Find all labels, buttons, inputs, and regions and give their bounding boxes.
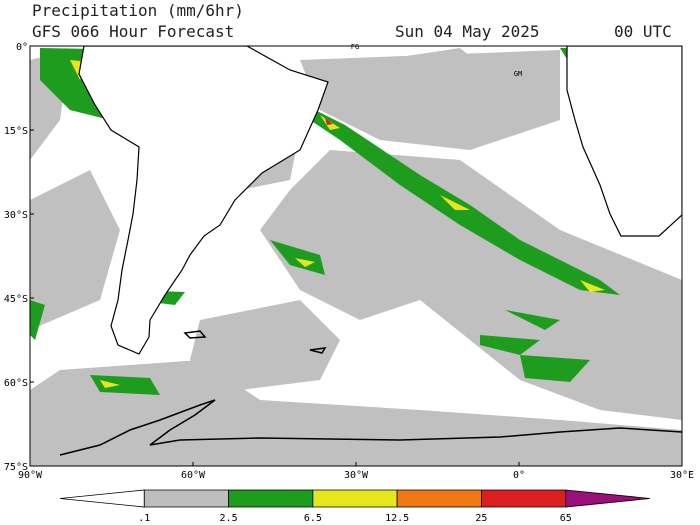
lat-label: 0° xyxy=(16,42,28,53)
legend-swatch xyxy=(481,489,567,508)
falklands xyxy=(183,330,327,354)
date: Sun 04 May 2025 xyxy=(395,22,540,41)
time: 00 UTC xyxy=(614,22,672,41)
legend-swatch xyxy=(143,489,229,508)
lat-label: 15°S xyxy=(4,126,28,137)
legend-swatch xyxy=(396,489,482,508)
legend: .1 2.5 6.5 12.5 25 65 xyxy=(59,489,651,524)
place-label: GM xyxy=(514,70,522,78)
precip-area xyxy=(30,48,682,466)
lon-label: 30°E xyxy=(670,470,694,481)
subtitle: GFS 066 Hour Forecast xyxy=(32,22,234,41)
legend-label: .1 xyxy=(138,513,150,524)
place-label: FG xyxy=(351,43,359,51)
south-america xyxy=(78,46,329,355)
legend-label: 2.5 xyxy=(220,513,238,524)
lon-label: 0° xyxy=(513,470,525,481)
legend-label: 6.5 xyxy=(304,513,322,524)
title: Precipitation (mm/6hr) xyxy=(32,1,244,20)
legend-swatch xyxy=(228,489,314,508)
lat-label: 75°S xyxy=(4,462,28,473)
lon-label: 90°W xyxy=(18,470,43,481)
map xyxy=(29,45,683,467)
legend-label: 25 xyxy=(475,513,487,524)
legend-swatch xyxy=(312,489,398,508)
lat-label: 30°S xyxy=(4,210,28,221)
lat-label: 60°S xyxy=(4,378,28,389)
lon-label: 30°W xyxy=(344,470,369,481)
legend-swatch xyxy=(565,489,651,508)
legend-label: 65 xyxy=(560,513,572,524)
legend-label: 12.5 xyxy=(385,513,409,524)
lat-label: 45°S xyxy=(4,294,28,305)
antarctica-coast xyxy=(59,399,682,456)
africa xyxy=(566,46,682,237)
lon-label: 60°W xyxy=(181,470,206,481)
legend-swatch xyxy=(59,489,145,508)
